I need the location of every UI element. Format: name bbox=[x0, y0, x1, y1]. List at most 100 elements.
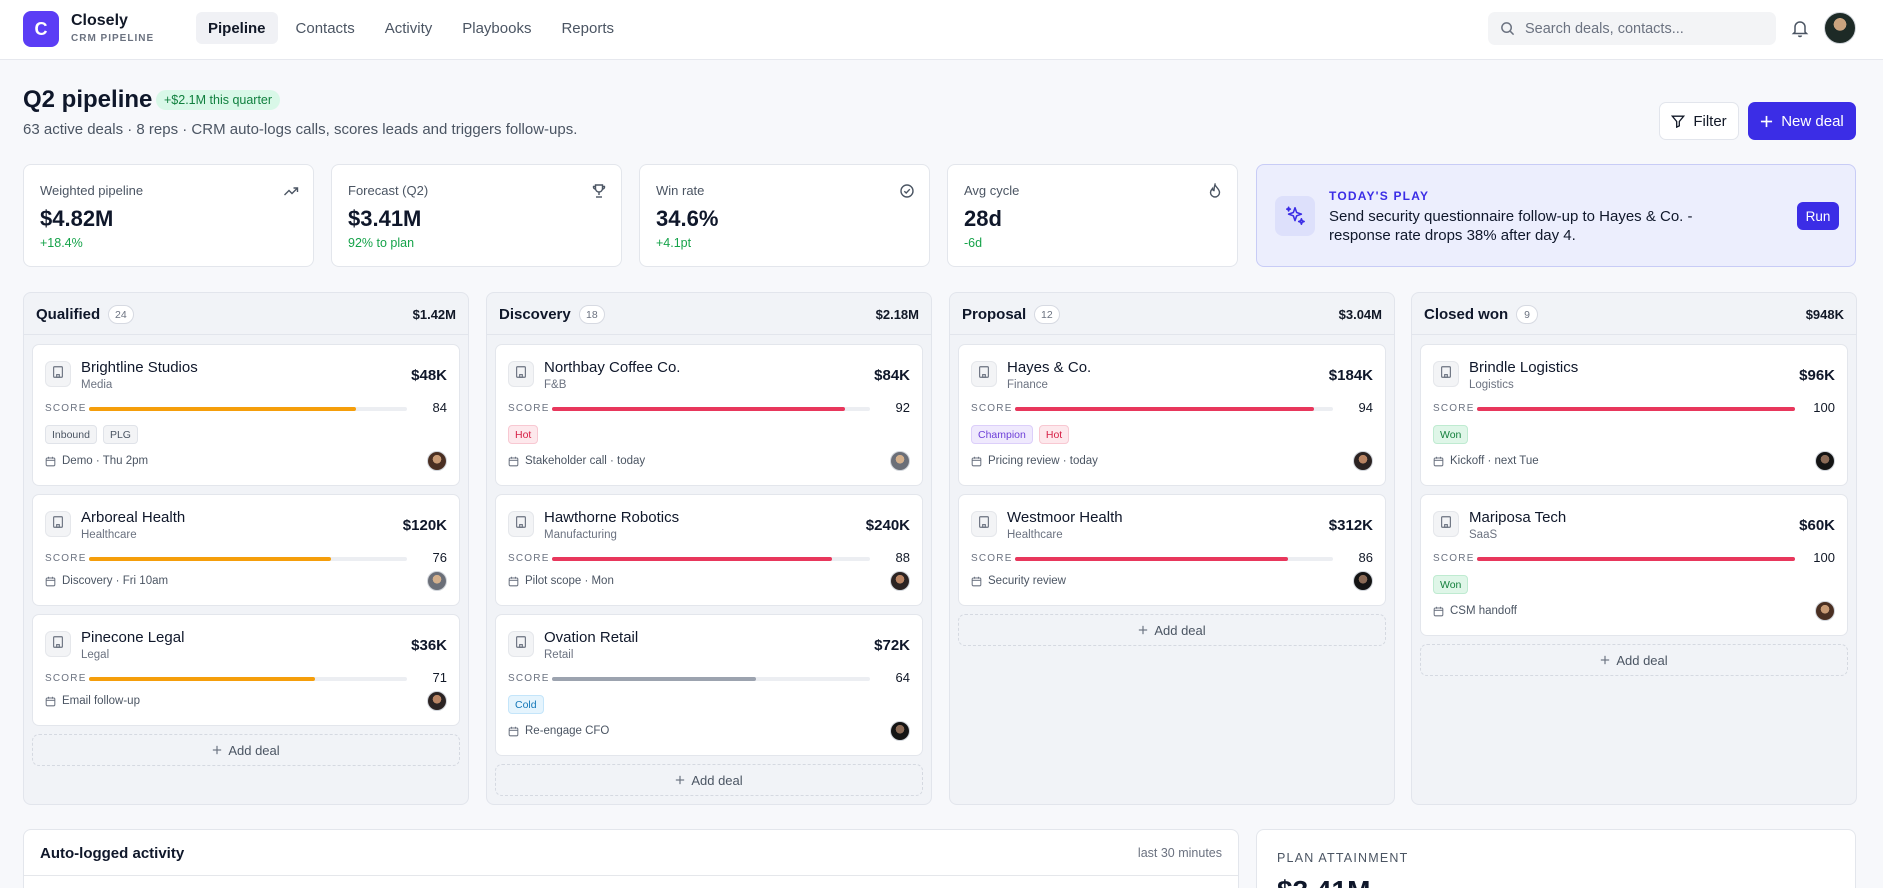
activity-panel: Auto-logged activity last 30 minutes bbox=[23, 829, 1239, 888]
deal-card[interactable]: Brindle Logistics Logistics $96K SCORE 100 Wo… bbox=[1420, 344, 1848, 486]
owner-avatar[interactable] bbox=[1815, 451, 1835, 471]
deal-tags: Inbound PLG bbox=[45, 425, 138, 444]
next-step-text: Pricing review · today bbox=[988, 455, 1098, 467]
nav-contacts[interactable]: Contacts bbox=[295, 19, 355, 37]
nav-playbooks[interactable]: Playbooks bbox=[462, 19, 532, 37]
quarter-growth-badge: +$2.1M this quarter bbox=[156, 90, 281, 110]
nav-reports[interactable]: Reports bbox=[561, 19, 614, 37]
owner-avatar[interactable] bbox=[890, 571, 910, 591]
deal-company-name: Pinecone Legal bbox=[81, 629, 185, 646]
deal-card[interactable]: Hawthorne Robotics Manufacturing $240K SCOR… bbox=[495, 494, 923, 606]
score-bar-fill bbox=[552, 407, 845, 411]
deal-tags: Won bbox=[1433, 575, 1469, 594]
tag-hot: Hot bbox=[1038, 425, 1070, 444]
play-icon-tile bbox=[1275, 196, 1315, 236]
column-name: Closed won bbox=[1424, 306, 1509, 323]
owner-avatar[interactable] bbox=[1353, 571, 1373, 591]
deal-amount: $36K bbox=[411, 637, 447, 654]
deal-company-name: Mariposa Tech bbox=[1469, 509, 1567, 526]
stat-win-rate: Win rate 34.6% +4.1pt bbox=[639, 164, 930, 267]
nav-pipeline[interactable]: Pipeline bbox=[196, 12, 278, 44]
owner-avatar[interactable] bbox=[427, 691, 447, 711]
owner-avatar[interactable] bbox=[890, 451, 910, 471]
new-deal-button[interactable]: New deal bbox=[1748, 102, 1856, 140]
add-deal-button[interactable]: Add deal bbox=[495, 764, 923, 796]
deal-company-name: Hayes & Co. bbox=[1007, 359, 1092, 376]
score-value: 64 bbox=[895, 670, 910, 685]
owner-avatar[interactable] bbox=[1815, 601, 1835, 621]
score-bar-fill bbox=[1477, 407, 1795, 411]
deal-company-name: Arboreal Health bbox=[81, 509, 186, 526]
stat-delta: +18.4% bbox=[40, 236, 83, 250]
next-step-text: Pilot scope · Mon bbox=[525, 575, 614, 587]
tag-inbound: Inbound bbox=[45, 425, 97, 444]
deal-card[interactable]: Arboreal Health Healthcare $120K SCORE 76 Dis… bbox=[32, 494, 460, 606]
score-bar-fill bbox=[89, 407, 357, 411]
plus-icon bbox=[212, 745, 222, 755]
nav-activity[interactable]: Activity bbox=[384, 19, 433, 37]
deal-card[interactable]: Northbay Coffee Co. F&B $84K SCORE 92 Hot Stak… bbox=[495, 344, 923, 486]
filter-button[interactable]: Filter bbox=[1659, 102, 1739, 140]
calendar-icon bbox=[508, 576, 519, 587]
deal-card[interactable]: Pinecone Legal Legal $36K SCORE 71 Email foll… bbox=[32, 614, 460, 726]
deal-company-name: Brightline Studios bbox=[81, 359, 198, 376]
search-box[interactable] bbox=[1488, 12, 1776, 45]
activity-title: Auto-logged activity bbox=[40, 845, 185, 862]
deal-card[interactable]: Brightline Studios Media $48K SCORE 84 Inboun… bbox=[32, 344, 460, 486]
deal-card[interactable]: Hayes & Co. Finance $184K SCORE 94 Champion Ho… bbox=[958, 344, 1386, 486]
deal-company-name: Ovation Retail bbox=[544, 629, 639, 646]
deal-card[interactable]: Ovation Retail Retail $72K SCORE 64 Cold Re-en… bbox=[495, 614, 923, 756]
trophy-icon bbox=[592, 184, 606, 198]
tag-hot: Hot bbox=[508, 425, 539, 444]
score-label: SCORE bbox=[45, 673, 87, 684]
stat-label: Forecast (Q2) bbox=[348, 183, 429, 198]
play-kicker: TODAY'S PLAY bbox=[1329, 189, 1430, 203]
app-logo[interactable]: C bbox=[23, 11, 59, 47]
add-deal-button[interactable]: Add deal bbox=[32, 734, 460, 766]
run-play-button[interactable]: Run bbox=[1797, 202, 1839, 230]
tag-champion: Champion bbox=[971, 425, 1033, 444]
tag-plg: PLG bbox=[102, 425, 138, 444]
owner-avatar[interactable] bbox=[427, 571, 447, 591]
score-label: SCORE bbox=[45, 403, 87, 414]
column-total: $948K bbox=[1805, 307, 1844, 322]
plus-icon bbox=[675, 775, 685, 785]
tag-cold: Cold bbox=[508, 695, 544, 714]
score-value: 88 bbox=[895, 550, 910, 565]
search-input[interactable] bbox=[1525, 20, 1765, 37]
deal-amount: $48K bbox=[411, 367, 447, 384]
owner-avatar[interactable] bbox=[427, 451, 447, 471]
score-label: SCORE bbox=[45, 553, 87, 564]
deal-card[interactable]: Westmoor Health Healthcare $312K SCORE 86 Sec… bbox=[958, 494, 1386, 606]
score-bar bbox=[1477, 407, 1795, 411]
owner-avatar[interactable] bbox=[890, 721, 910, 741]
stat-forecast: Forecast (Q2) $3.41M 92% to plan bbox=[331, 164, 622, 267]
add-deal-button[interactable]: Add deal bbox=[958, 614, 1386, 646]
score-label: SCORE bbox=[508, 673, 550, 684]
column-header: Closed won 9 $948K bbox=[1412, 293, 1856, 335]
stat-value: $3.41M bbox=[348, 206, 422, 231]
company-logo bbox=[508, 361, 534, 387]
deal-amount: $312K bbox=[1328, 517, 1373, 534]
bell-icon[interactable] bbox=[1790, 18, 1810, 38]
owner-avatar[interactable] bbox=[1353, 451, 1373, 471]
score-value: 100 bbox=[1813, 400, 1835, 415]
score-bar-fill bbox=[89, 677, 315, 681]
score-value: 71 bbox=[432, 670, 447, 685]
user-avatar[interactable] bbox=[1824, 12, 1856, 44]
score-bar bbox=[552, 557, 870, 561]
score-bar-fill bbox=[552, 557, 832, 561]
add-deal-button[interactable]: Add deal bbox=[1420, 644, 1848, 676]
score-value: 100 bbox=[1813, 550, 1835, 565]
deal-card[interactable]: Mariposa Tech SaaS $60K SCORE 100 Won CSM hand… bbox=[1420, 494, 1848, 636]
top-bar: C Closely CRM PIPELINE Pipeline Contacts… bbox=[0, 0, 1883, 60]
company-logo bbox=[971, 361, 997, 387]
stat-weighted-pipeline: Weighted pipeline $4.82M +18.4% bbox=[23, 164, 314, 267]
brand-name: Closely bbox=[71, 12, 128, 29]
stat-value: 34.6% bbox=[656, 206, 719, 231]
pipeline-column-proposal: Proposal 12 $3.04M Hayes & Co. Finance $184K S… bbox=[949, 292, 1395, 805]
score-value: 94 bbox=[1358, 400, 1373, 415]
calendar-icon bbox=[508, 456, 519, 467]
next-step-text: Discovery · Fri 10am bbox=[62, 575, 169, 587]
column-name: Qualified bbox=[36, 306, 101, 323]
